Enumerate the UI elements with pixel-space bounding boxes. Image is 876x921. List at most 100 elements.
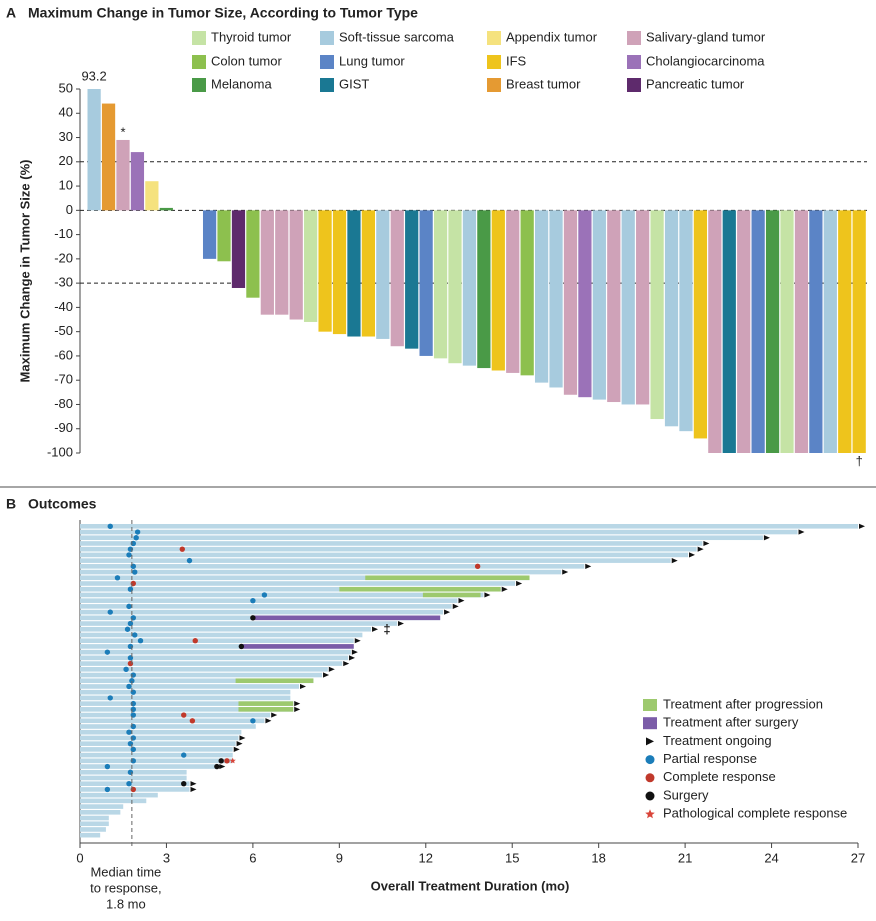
legend-label: Cholangiocarcinoma: [646, 53, 765, 68]
legend-swatch: [192, 78, 206, 92]
legend-swatch: [645, 773, 655, 783]
legend-label: Lung tumor: [339, 53, 405, 68]
bar: [304, 210, 318, 322]
bar: [405, 210, 419, 349]
complete-response: [179, 546, 185, 552]
lane-bar: [80, 644, 354, 649]
legend-label: Soft-tissue sarcoma: [339, 29, 455, 44]
lane-bar: [80, 798, 147, 804]
treatment-after-surgery: [241, 644, 354, 649]
lane-bar: [80, 546, 697, 552]
lane-bar: [80, 792, 158, 798]
legend-swatch: [192, 55, 206, 69]
annotation: ‡: [383, 621, 390, 636]
bar: [838, 210, 852, 453]
lane-bar: [80, 724, 256, 729]
partial-response: [250, 597, 256, 604]
y-tick-label: -60: [54, 347, 73, 362]
treatment-ongoing: [190, 781, 197, 787]
partial-response: [126, 603, 132, 610]
partial-response: [104, 763, 111, 770]
legend-label: IFS: [506, 53, 527, 68]
bar: [318, 210, 332, 332]
x-tick-label: 24: [764, 850, 778, 865]
partial-response: [114, 575, 121, 581]
bar: [708, 210, 722, 453]
bar: [722, 210, 736, 453]
legend-label: GIST: [339, 76, 369, 91]
treatment-ongoing: [697, 546, 704, 552]
bar: [621, 210, 635, 405]
x-tick-label: 27: [851, 850, 865, 865]
partial-response: [181, 752, 187, 758]
lane-bar: [80, 626, 372, 632]
bar: [419, 210, 433, 356]
lane-bar: [80, 529, 798, 535]
bar: [794, 210, 809, 453]
lane-bar: [80, 632, 363, 638]
legend-label: Pancreatic tumor: [646, 76, 745, 91]
legend-label: Colon tumor: [211, 53, 282, 68]
legend-swatch: [627, 55, 641, 69]
complete-response: [224, 758, 230, 764]
treatment-ongoing: [236, 741, 243, 747]
lane-bar: [80, 581, 516, 586]
complete-response: [474, 563, 481, 570]
x-tick-label: 0: [76, 850, 83, 865]
treatment-ongoing: [688, 552, 695, 558]
treatment-ongoing: [328, 666, 335, 672]
partial-response: [104, 786, 111, 793]
panel-title: Maximum Change in Tumor Size, According …: [28, 5, 418, 21]
bar: [159, 207, 173, 211]
partial-response: [261, 592, 268, 598]
legend-swatch: [320, 31, 334, 45]
bar: [87, 89, 101, 211]
pathological-complete-response: [645, 809, 655, 819]
treatment-ongoing: [299, 683, 306, 690]
treatment-ongoing: [562, 569, 569, 575]
y-tick-label: -50: [54, 323, 73, 338]
treatment-after-progression: [238, 701, 294, 706]
treatment-ongoing: [239, 735, 246, 741]
partial-response: [127, 620, 134, 627]
bar: [116, 139, 130, 211]
partial-response: [129, 678, 135, 684]
bar: [809, 210, 823, 453]
treatment-ongoing: [484, 592, 491, 598]
lane-bar: [80, 775, 187, 781]
panel-letter: A: [6, 5, 16, 21]
bar: [130, 152, 145, 211]
bar: [737, 210, 751, 453]
lane-bar: [80, 701, 294, 706]
partial-response: [137, 638, 144, 644]
bar: [202, 210, 217, 259]
panel-title: Outcomes: [28, 496, 97, 512]
bar: [549, 210, 563, 388]
lane-bar: [80, 684, 299, 689]
lane-bar: [80, 810, 121, 815]
x-tick-label: 3: [163, 850, 170, 865]
lane-bar: [80, 815, 109, 821]
median-label: 1.8 mo: [106, 896, 146, 911]
lane-bar: [80, 752, 233, 758]
x-axis-label: Overall Treatment Duration (mo): [371, 878, 570, 893]
legend-swatch: [320, 55, 334, 69]
legend-swatch: [643, 717, 657, 730]
partial-response: [134, 529, 141, 535]
lane-bar: [80, 689, 291, 695]
legend-swatch: [487, 78, 501, 92]
bar: [145, 181, 159, 211]
treatment-after-progression: [235, 678, 314, 684]
surgery: [250, 615, 256, 621]
treatment-ongoing: [348, 655, 355, 661]
treatment-ongoing: [798, 529, 805, 535]
legend-label: Treatment after surgery: [663, 715, 799, 730]
lane-bar: [80, 564, 585, 569]
partial-response: [107, 523, 113, 529]
treatment-ongoing: [763, 535, 770, 541]
bar: [361, 210, 376, 337]
partial-response: [126, 552, 132, 558]
treatment-ongoing: [233, 746, 240, 752]
partial-response: [123, 666, 129, 672]
treatment-ongoing: [265, 718, 272, 724]
